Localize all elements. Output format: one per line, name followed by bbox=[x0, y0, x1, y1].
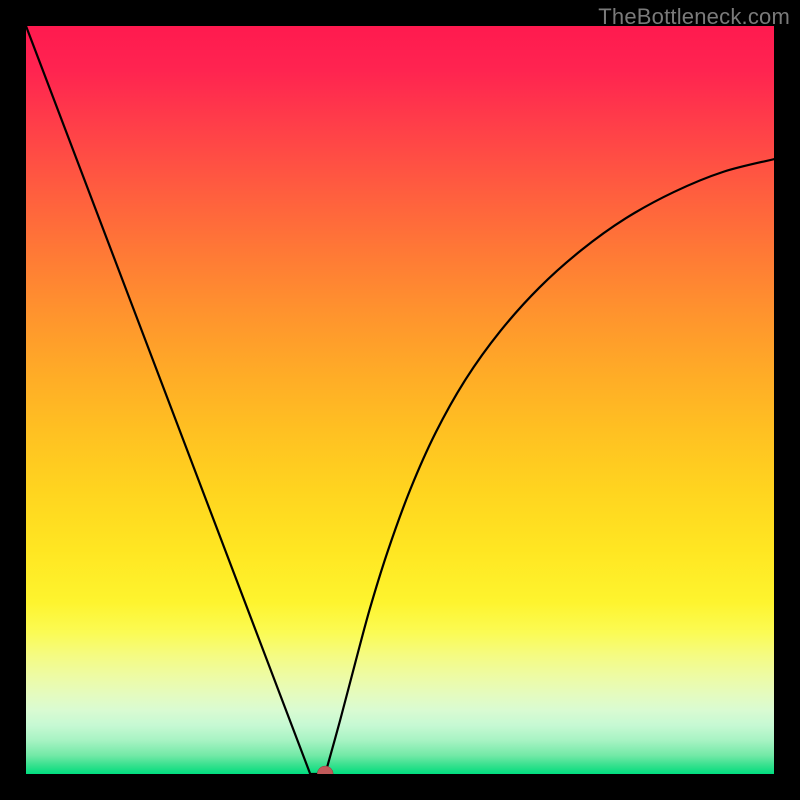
watermark-label: TheBottleneck.com bbox=[598, 4, 790, 30]
plot-svg bbox=[26, 26, 774, 774]
plot-area bbox=[26, 26, 774, 774]
chart-container: TheBottleneck.com bbox=[0, 0, 800, 800]
gradient-background bbox=[26, 26, 774, 774]
